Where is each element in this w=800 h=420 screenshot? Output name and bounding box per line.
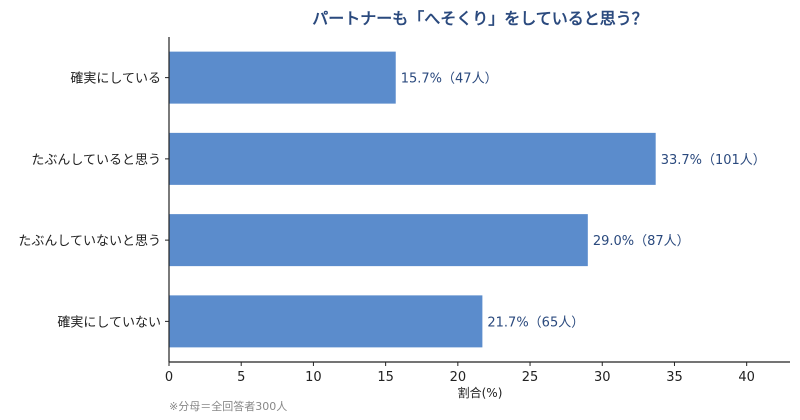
x-tick-label: 25 bbox=[522, 370, 539, 385]
x-tick-label: 15 bbox=[377, 370, 394, 385]
category-label: たぶんしていないと思う bbox=[18, 234, 161, 249]
data-label: 29.0%（87人） bbox=[593, 234, 690, 249]
chart-title: パートナーも「へそくり」をしていると思う？ bbox=[312, 9, 648, 28]
x-tick-label: 40 bbox=[738, 370, 755, 385]
bar bbox=[169, 132, 656, 185]
bar bbox=[169, 214, 588, 267]
category-label: 確実にしている bbox=[70, 71, 161, 87]
data-label: 15.7%（47人） bbox=[401, 72, 498, 87]
x-tick-label: 5 bbox=[237, 370, 245, 385]
x-tick-label: 30 bbox=[594, 370, 611, 385]
x-tick-label: 0 bbox=[165, 370, 173, 385]
data-label: 21.7%（65人） bbox=[487, 315, 584, 330]
bar bbox=[169, 295, 483, 348]
category-label: たぶんしていると思う bbox=[31, 153, 161, 168]
x-ticks-group: 0 5 10 15 20 25 30 35 40 bbox=[165, 362, 755, 385]
x-tick-label: 10 bbox=[305, 370, 322, 385]
bar bbox=[169, 51, 396, 104]
footnote: ※分母＝全回答者300人 bbox=[169, 399, 287, 413]
x-axis-label: 割合(%) bbox=[458, 385, 503, 400]
category-label: 確実にしていない bbox=[57, 314, 161, 330]
x-tick-label: 35 bbox=[666, 370, 683, 385]
bars-group: 確実にしている 15.7%（47人） たぶんしていると思う 33.7%（101人） たぶ… bbox=[18, 51, 766, 348]
x-tick-label: 20 bbox=[450, 370, 467, 385]
data-label: 33.7%（101人） bbox=[661, 153, 766, 168]
